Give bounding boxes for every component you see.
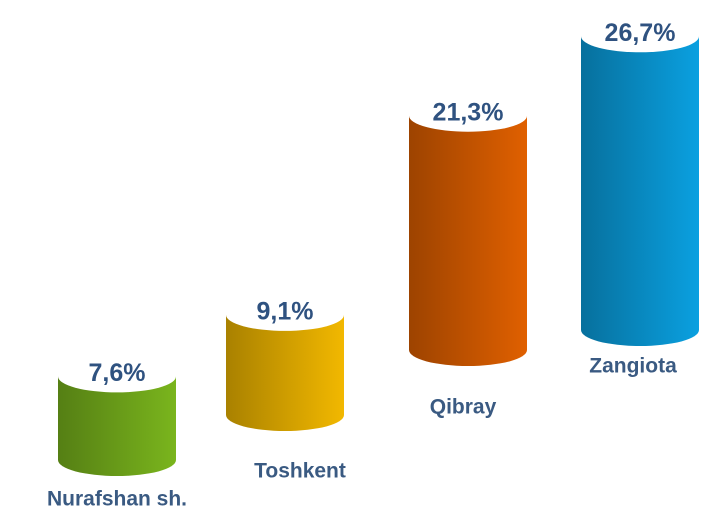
value-label: 21,3% xyxy=(433,98,504,126)
cylinder-top xyxy=(226,298,344,331)
cylinder xyxy=(58,376,176,476)
category-label: Toshkent xyxy=(254,460,346,483)
cylinder xyxy=(226,314,344,431)
cylinder xyxy=(409,115,527,366)
category-label: Qibray xyxy=(430,396,497,419)
cylinder-top xyxy=(581,20,699,53)
category-label: Nurafshan sh. xyxy=(47,488,187,511)
value-label: 9,1% xyxy=(257,298,314,326)
cylinder-top xyxy=(409,99,527,132)
category-label: Zangiota xyxy=(589,355,677,378)
cylinder xyxy=(581,36,699,347)
cylinder-top xyxy=(58,360,176,393)
value-label: 7,6% xyxy=(89,359,146,387)
value-label: 26,7% xyxy=(605,19,676,47)
